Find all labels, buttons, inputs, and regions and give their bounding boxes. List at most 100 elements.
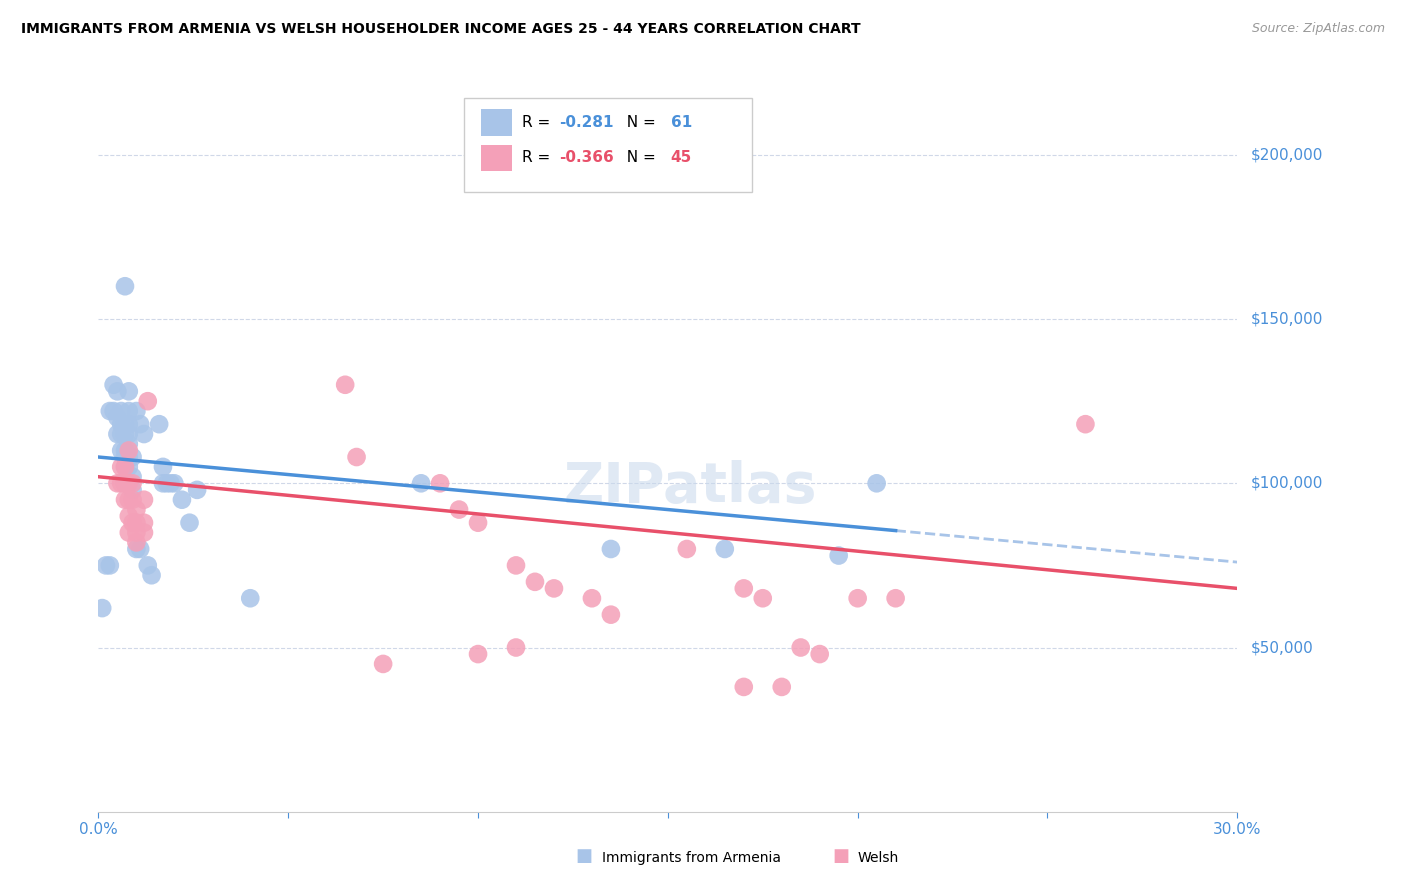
Point [118,427,141,442]
Point [107,427,129,442]
Point [733,582,755,596]
Point [129,541,152,556]
Point [125,404,148,418]
Point [98,558,121,573]
Point [866,476,889,491]
Point [163,476,186,491]
Point [114,476,136,491]
Point [136,394,159,409]
Point [505,558,527,573]
Point [581,591,603,606]
Point [132,427,155,442]
Text: -0.281: -0.281 [560,115,614,129]
Point [107,384,129,399]
Point [118,450,141,464]
Point [136,558,159,573]
Point [118,384,141,399]
Point [467,516,489,530]
Point [91,601,114,615]
Point [118,417,141,432]
Text: ZIPatlas: ZIPatlas [564,459,817,514]
Point [121,450,143,464]
Text: $200,000: $200,000 [1251,147,1323,162]
Point [125,541,148,556]
Point [467,647,489,661]
Point [118,509,141,524]
Point [152,459,174,474]
Point [121,483,143,497]
Point [118,476,141,491]
Point [600,607,623,622]
Text: 61: 61 [671,115,692,129]
Text: 45: 45 [671,151,692,165]
Point [170,492,193,507]
Point [121,492,143,507]
Point [429,476,451,491]
Point [132,525,155,540]
Point [335,377,357,392]
Point [159,476,181,491]
Point [107,476,129,491]
Text: $150,000: $150,000 [1251,311,1323,326]
Point [121,469,143,483]
Text: R =: R = [522,151,555,165]
Point [114,450,136,464]
Point [884,591,907,606]
Point [505,640,527,655]
Point [714,541,737,556]
Point [94,558,117,573]
Text: $100,000: $100,000 [1251,475,1323,491]
Point [118,437,141,451]
Point [125,516,148,530]
Point [449,502,471,516]
Text: $50,000: $50,000 [1251,640,1315,655]
Point [118,492,141,507]
Point [103,377,125,392]
Point [121,476,143,491]
Text: N =: N = [617,151,661,165]
Point [346,450,368,464]
Point [790,640,813,655]
Point [770,680,793,694]
Point [121,516,143,530]
Text: ■: ■ [575,847,592,865]
Point [132,492,155,507]
Point [543,582,565,596]
Point [110,404,132,418]
Point [129,417,152,432]
Point [152,476,174,491]
Point [118,459,141,474]
Point [114,459,136,474]
Point [114,417,136,432]
Point [186,483,208,497]
Point [125,535,148,549]
Point [828,549,851,563]
Point [141,568,163,582]
Point [846,591,869,606]
Point [371,657,394,671]
Point [98,404,121,418]
Point [125,502,148,516]
Point [239,591,262,606]
Point [118,404,141,418]
Point [114,492,136,507]
Point [676,541,699,556]
Point [118,525,141,540]
Point [114,476,136,491]
Text: Source: ZipAtlas.com: Source: ZipAtlas.com [1251,22,1385,36]
Point [103,404,125,418]
Point [114,459,136,474]
Text: Welsh: Welsh [858,851,898,865]
Text: ■: ■ [832,847,849,865]
Point [156,476,179,491]
Text: R =: R = [522,115,555,129]
Point [148,417,170,432]
Point [411,476,433,491]
Point [110,459,132,474]
Point [107,410,129,425]
Point [114,443,136,458]
Point [114,427,136,442]
Point [110,443,132,458]
Point [114,279,136,293]
Point [110,427,132,442]
